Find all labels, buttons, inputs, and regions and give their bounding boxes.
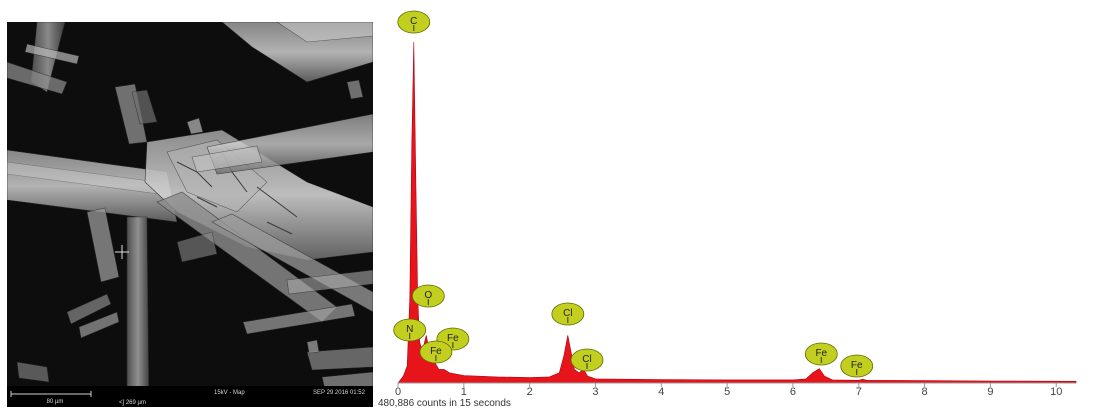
peak-label-o: O xyxy=(411,284,445,308)
x-tick-label-1: 1 xyxy=(461,386,467,398)
eds-spectrum-chart: 0 1 2 3 4 5 6 7 8 9 10 C O N Fe Fe Cl Cl Fe Fe 480,886 cou… xyxy=(378,10,1077,409)
peak-label-fe: Fe xyxy=(840,354,874,378)
sem-timestamp: SEP 29 2016 01:52 xyxy=(313,390,366,396)
peak-label-fe: Fe xyxy=(804,342,838,366)
x-tick-label-9: 9 xyxy=(987,386,993,398)
x-tick-label-10: 10 xyxy=(1050,386,1062,398)
sem-crystals xyxy=(7,22,373,407)
svg-text:C: C xyxy=(410,16,417,27)
sem-micrograph-panel: 80 µm <] 269 µm 15kV - Map SEP 29 2016 0… xyxy=(7,22,373,407)
peak-label-cl: Cl xyxy=(570,348,604,372)
svg-text:Cl: Cl xyxy=(582,354,591,365)
sem-crosshair-marker xyxy=(115,245,129,259)
eds-spectrum-panel: 0 1 2 3 4 5 6 7 8 9 10 C O N Fe Fe Cl Cl Fe Fe 480,886 cou… xyxy=(378,0,1097,410)
x-axis-ticks: 0 1 2 3 4 5 6 7 8 9 10 xyxy=(395,383,1062,398)
x-tick-label-8: 8 xyxy=(922,386,928,398)
svg-text:Cl: Cl xyxy=(563,308,572,319)
svg-text:Fe: Fe xyxy=(430,346,442,357)
peak-label-c: C xyxy=(397,10,431,34)
peak-labels: C O N Fe Fe Cl Cl Fe Fe xyxy=(393,10,874,378)
sem-info-bar xyxy=(7,386,373,407)
sem-field-width: <] 269 µm xyxy=(119,400,146,406)
sem-voltage-mode: 15kV - Map xyxy=(214,390,245,396)
peak-label-cl: Cl xyxy=(551,302,585,326)
peak-label-fe: Fe xyxy=(419,340,453,364)
peak-label-n: N xyxy=(393,318,427,342)
svg-text:N: N xyxy=(406,324,413,335)
counts-footer: 480,886 counts in 15 seconds xyxy=(378,398,511,409)
svg-text:O: O xyxy=(424,290,432,301)
x-tick-label-4: 4 xyxy=(658,386,664,398)
sem-micrograph: 80 µm <] 269 µm 15kV - Map SEP 29 2016 0… xyxy=(7,22,373,407)
x-tick-label-7: 7 xyxy=(856,386,862,398)
x-tick-label-3: 3 xyxy=(592,386,598,398)
svg-text:Fe: Fe xyxy=(851,360,863,371)
spectrum-series xyxy=(397,41,1077,384)
sem-scale-bar-label: 80 µm xyxy=(47,399,64,405)
svg-text:Fe: Fe xyxy=(447,333,459,344)
x-tick-label-2: 2 xyxy=(527,386,533,398)
x-tick-label-0: 0 xyxy=(395,386,401,398)
spectrum-layer xyxy=(397,41,1077,384)
x-tick-label-5: 5 xyxy=(724,386,730,398)
x-tick-label-6: 6 xyxy=(790,386,796,398)
svg-text:Fe: Fe xyxy=(815,348,827,359)
